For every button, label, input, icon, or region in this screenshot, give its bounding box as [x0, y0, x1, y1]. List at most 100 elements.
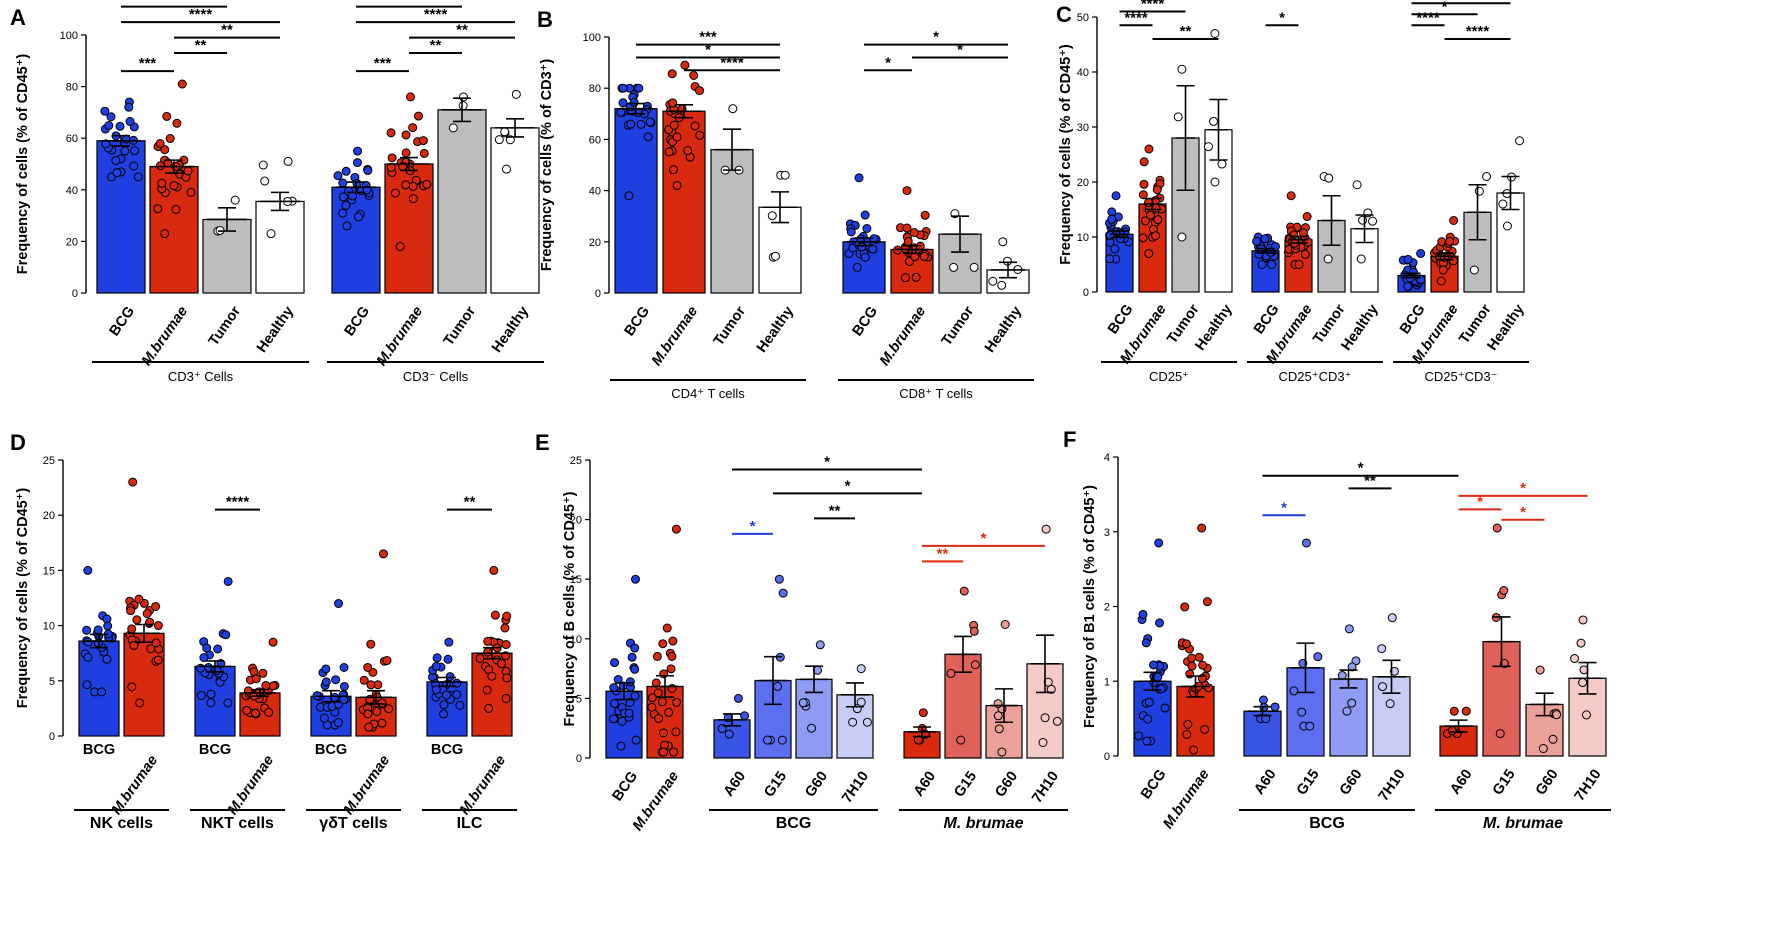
data-point	[155, 161, 165, 171]
data-point	[199, 653, 209, 663]
data-point	[618, 83, 628, 93]
data-point	[902, 223, 912, 233]
y-tick-label: 100	[583, 32, 601, 44]
significance-label: ****	[1449, 0, 1473, 4]
data-point	[142, 609, 152, 619]
data-point	[129, 161, 139, 171]
y-tick-label: 5	[49, 676, 55, 688]
data-point	[862, 223, 872, 233]
data-point	[500, 623, 510, 633]
data-point	[1052, 716, 1062, 726]
significance-label: ***	[165, 0, 183, 8]
bar-cd4tcells-bcg	[614, 108, 658, 294]
data-point	[860, 252, 870, 262]
data-point	[363, 709, 373, 719]
data-point	[242, 705, 252, 715]
data-point	[1323, 254, 1333, 264]
data-point	[206, 698, 216, 708]
data-point	[1000, 619, 1010, 629]
data-point	[1040, 713, 1050, 723]
bar-cd3cells-bcg	[331, 186, 381, 294]
data-point	[1153, 672, 1163, 682]
data-point	[475, 653, 485, 663]
data-point	[625, 698, 635, 708]
data-point	[1041, 524, 1051, 534]
category-label: BCG	[1105, 302, 1137, 338]
data-point	[494, 135, 504, 145]
data-point	[1552, 710, 1562, 720]
data-point	[1445, 236, 1455, 246]
data-point	[1495, 729, 1505, 739]
data-point	[647, 702, 657, 712]
data-point	[408, 181, 418, 191]
data-point	[268, 637, 278, 647]
y-tick-label: 25	[570, 455, 582, 467]
data-point	[668, 636, 678, 646]
data-point	[505, 135, 515, 145]
data-point	[363, 662, 373, 672]
data-point	[668, 98, 678, 108]
data-point	[668, 165, 678, 175]
bar--mbrumae	[1176, 685, 1215, 757]
data-point	[418, 136, 428, 146]
data-point	[1377, 644, 1387, 654]
data-point	[445, 672, 455, 682]
data-point	[1389, 666, 1399, 676]
data-point	[1436, 276, 1446, 286]
significance-label: **	[221, 22, 233, 39]
data-point	[401, 130, 411, 140]
data-point	[654, 714, 664, 724]
data-point	[377, 698, 387, 708]
data-point	[405, 92, 415, 102]
data-point	[395, 242, 405, 252]
data-point	[1447, 726, 1457, 736]
data-point	[1154, 538, 1164, 548]
category-label: 7H10	[1029, 769, 1062, 807]
data-point	[1548, 734, 1558, 744]
data-point	[501, 693, 511, 703]
significance-label: *	[750, 518, 756, 535]
data-point	[1134, 731, 1144, 741]
data-point	[630, 643, 640, 653]
data-point	[1252, 236, 1262, 246]
data-point	[1144, 144, 1154, 154]
data-point	[1469, 265, 1479, 275]
data-point	[1449, 256, 1459, 266]
data-point	[230, 195, 240, 205]
data-point	[1210, 177, 1220, 187]
data-point	[126, 606, 136, 616]
data-point	[223, 576, 233, 586]
significance-label: ****	[1466, 23, 1490, 40]
data-point	[386, 128, 396, 138]
data-point	[900, 273, 910, 283]
data-point	[1138, 233, 1148, 243]
category-label: 7H10	[839, 769, 872, 807]
data-point	[422, 179, 432, 189]
data-point	[770, 251, 780, 261]
significance-label: ****	[1416, 9, 1440, 26]
data-point	[667, 69, 677, 79]
data-point	[364, 722, 374, 732]
data-point	[155, 139, 165, 149]
data-point	[338, 192, 348, 202]
category-label: A60	[911, 769, 939, 800]
data-point	[458, 101, 468, 111]
category-label: BCG	[1397, 302, 1429, 338]
y-tick-label: 0	[1083, 287, 1089, 299]
data-point	[414, 111, 424, 121]
data-point	[1200, 724, 1210, 734]
data-point	[339, 681, 349, 691]
significance-label: *	[1281, 499, 1287, 516]
y-tick-label: 1	[1104, 676, 1110, 688]
data-point	[439, 700, 449, 710]
data-point	[610, 658, 620, 668]
data-point	[153, 204, 163, 214]
category-label: Healthy	[254, 304, 297, 356]
data-point	[112, 168, 122, 178]
data-point	[384, 704, 394, 714]
data-point	[408, 123, 418, 133]
group-label: NK cells	[90, 815, 153, 832]
data-point	[102, 654, 112, 664]
data-point	[196, 691, 206, 701]
